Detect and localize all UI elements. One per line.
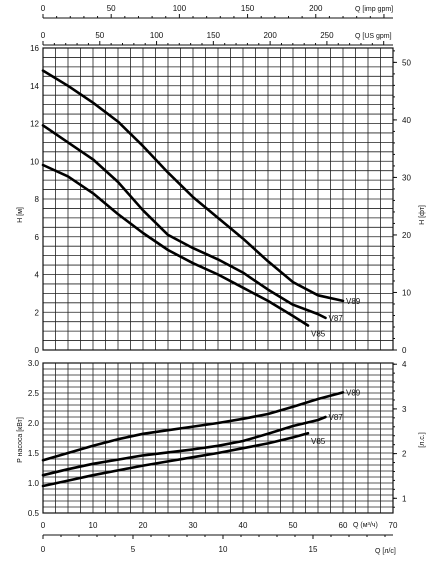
- power-ytick-label: 0.5: [28, 509, 40, 518]
- head-ytick-label: 8: [35, 195, 40, 204]
- head-ytick-label: 10: [30, 157, 39, 166]
- head-frame: [42, 47, 394, 351]
- head-y2tick-label: 30: [402, 173, 411, 182]
- head-ytick-label: 12: [30, 120, 39, 129]
- m3h-axis-tick-label: 0: [41, 521, 46, 530]
- m3h-axis-tick-label: 40: [239, 521, 248, 530]
- axis-label-us-gpm: Q [US gpm]: [355, 33, 392, 40]
- imp-axis-tick-label: 150: [241, 4, 255, 13]
- m3h-axis-tick-label: 50: [289, 521, 298, 530]
- power-y2tick-label: 3: [402, 405, 407, 414]
- head-series-v89: [41, 69, 345, 303]
- head-series-label: V85: [311, 329, 326, 338]
- power-frame: [42, 362, 394, 514]
- m3h-axis-tick-label: 60: [339, 521, 348, 530]
- power-y2tick-label: 2: [402, 450, 407, 459]
- axis-label-power-hp: [л.с.]: [419, 432, 426, 447]
- axis-label-head-ft: H [фт]: [419, 205, 426, 225]
- power-y2tick-label: 4: [402, 360, 407, 369]
- power-series-label: V89: [346, 388, 361, 397]
- head-series-v87: [41, 124, 327, 320]
- m3h-axis-tick-label: 20: [139, 521, 148, 530]
- m3h-axis-tick-label: 10: [89, 521, 98, 530]
- head-y2tick-label: 40: [402, 116, 411, 125]
- axis-label-power-kw: P насоса [кВт]: [17, 417, 24, 463]
- axis-label-q-m3h: Q (м³/ч): [353, 522, 378, 529]
- top-axis-labels: Q [imp gpm] Q [US gpm]: [355, 6, 393, 40]
- head-ytick-label: 16: [30, 44, 39, 53]
- us-axis-tick-label: 0: [41, 31, 46, 40]
- axis-label-head-m: H [м]: [17, 207, 24, 223]
- ls-axis-tick-label: 0: [41, 545, 46, 554]
- power-ytick-label: 1.5: [28, 449, 40, 458]
- us-axis-tick-label: 250: [320, 31, 334, 40]
- imp-axis-tick-label: 0: [41, 4, 46, 13]
- head-series-label: V87: [329, 314, 344, 323]
- power-ytick-label: 2.5: [28, 389, 40, 398]
- us-axis-tick-label: 50: [95, 31, 104, 40]
- head-y2tick-label: 50: [402, 58, 411, 67]
- us-axis-tick-label: 150: [207, 31, 221, 40]
- head-ytick-label: 6: [35, 233, 40, 242]
- power-ytick-label: 3.0: [28, 359, 40, 368]
- power-series-label: V85: [311, 437, 326, 446]
- ls-axis-tick-label: 10: [219, 545, 228, 554]
- imp-axis-tick-label: 50: [107, 4, 116, 13]
- imp-axis-tick-label: 100: [173, 4, 187, 13]
- head-y2tick-label: 10: [402, 288, 411, 297]
- m3h-axis-tick-label: 70: [389, 521, 398, 530]
- head-y2tick-label: 0: [402, 346, 407, 355]
- power-series-v87: [41, 415, 327, 477]
- power-series-label: V87: [329, 413, 344, 422]
- head-y2tick-label: 20: [402, 231, 411, 240]
- head-ytick-label: 4: [35, 271, 40, 280]
- us-axis-tick-label: 200: [263, 31, 277, 40]
- axis-label-imp-gpm: Q [imp gpm]: [355, 6, 393, 13]
- m3h-axis-tick-label: 30: [189, 521, 198, 530]
- ls-axis-tick-label: 5: [131, 545, 136, 554]
- power-series-v85: [41, 431, 310, 488]
- imp-axis-tick-label: 200: [309, 4, 323, 13]
- head-series-label: V89: [346, 297, 361, 306]
- chart-marks: 024681012141601020304050V89V87V850.51.01…: [28, 4, 412, 554]
- power-series-v89: [41, 391, 345, 462]
- ls-axis-tick-label: 15: [309, 545, 318, 554]
- head-ytick-label: 14: [30, 82, 39, 91]
- us-axis-tick-label: 100: [150, 31, 164, 40]
- head-ytick-label: 2: [35, 308, 40, 317]
- head-ytick-label: 0: [35, 346, 40, 355]
- power-ytick-label: 2.0: [28, 419, 40, 428]
- axis-label-q-ls: Q [л/с]: [375, 548, 396, 555]
- power-ytick-label: 1.0: [28, 479, 40, 488]
- head-series-v85: [41, 163, 310, 327]
- power-y2tick-label: 1: [402, 494, 407, 503]
